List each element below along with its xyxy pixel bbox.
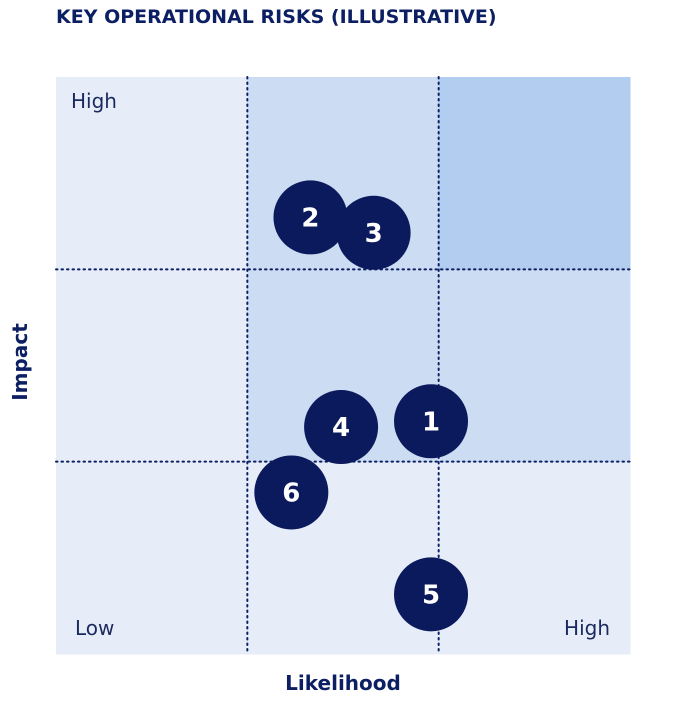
risk-point-label: 1 bbox=[422, 407, 440, 437]
risk-bubble bbox=[254, 455, 329, 530]
low-label: Low bbox=[75, 616, 114, 640]
likelihood-high-label: High bbox=[564, 616, 610, 640]
risk-bubble bbox=[394, 557, 469, 632]
risk-point-6: 6 bbox=[254, 455, 329, 530]
x-axis-title: Likelihood bbox=[285, 671, 401, 695]
zone-cell-r2-c2 bbox=[438, 77, 631, 270]
chart-title: KEY OPERATIONAL RISKS (ILLUSTRATIVE) bbox=[56, 6, 497, 28]
y-axis-title: Impact bbox=[8, 323, 32, 401]
risk-bubble bbox=[273, 180, 348, 255]
zone-cell-r0-c2 bbox=[438, 461, 631, 655]
risk-point-3: 3 bbox=[336, 195, 411, 270]
risk-point-5: 5 bbox=[394, 557, 469, 632]
risk-bubble bbox=[304, 390, 379, 465]
impact-high-label: High bbox=[71, 89, 117, 113]
risk-point-label: 5 bbox=[422, 580, 440, 610]
zone-cell-r0-c0 bbox=[56, 461, 248, 655]
risk-point-1: 1 bbox=[394, 384, 469, 459]
risk-bubble bbox=[336, 195, 411, 270]
risk-point-label: 3 bbox=[365, 219, 383, 249]
zone-cell-r1-c0 bbox=[56, 269, 248, 463]
risk-points: 1 2 3 4 5 6 bbox=[254, 180, 469, 632]
risk-point-label: 6 bbox=[282, 478, 300, 508]
risk-bubble bbox=[394, 384, 469, 459]
matrix-zones bbox=[56, 77, 631, 655]
risk-point-4: 4 bbox=[304, 390, 379, 465]
risk-point-label: 2 bbox=[301, 203, 319, 233]
risk-point-2: 2 bbox=[273, 180, 348, 255]
zone-cell-r1-c2 bbox=[438, 269, 631, 463]
zone-cell-r2-c0 bbox=[56, 77, 248, 270]
risk-point-label: 4 bbox=[332, 413, 350, 443]
